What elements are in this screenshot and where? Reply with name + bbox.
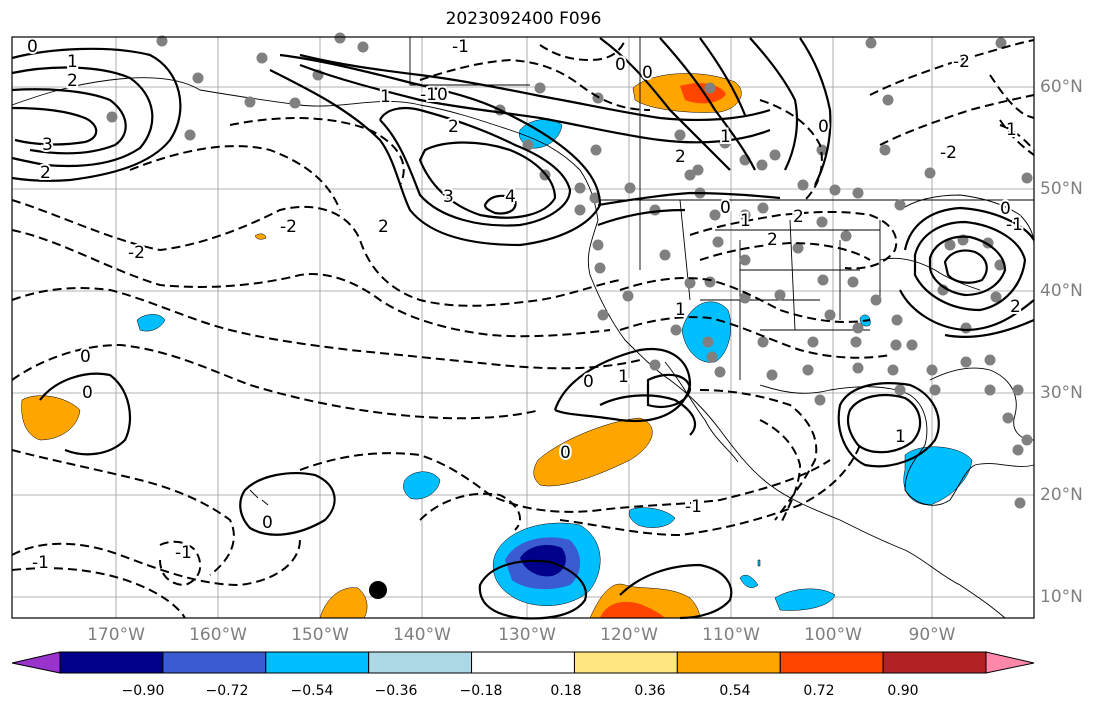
lat-label: 40°N [1040,281,1083,301]
colorbar-label: −0.72 [205,683,249,699]
colorbar-label: −0.90 [121,683,165,699]
colorbar-boxes [59,651,987,674]
contour-label: 4 [505,187,516,207]
contour-label: 0 [80,347,91,367]
colorbar-extend-high [985,651,1035,674]
contour-label: 0 [437,85,448,105]
colorbar-box [265,651,370,674]
map-panel: 0 1 2 3 2 -1 -1 0 1 0 0 2 3 4 2 1 -2 -2 … [11,32,1035,620]
colorbar-label: 0.54 [719,683,751,699]
contour-label: 1 [720,127,731,147]
colorbar-label: 0.90 [887,683,919,699]
colorbar [11,651,1035,674]
contour-label: 2 [40,163,51,183]
lon-label: 130°W [498,625,556,645]
colorbar-box [882,651,987,674]
contour-label: 0 [262,513,273,533]
lon-label: 120°W [600,625,658,645]
contour-label: 1 [1006,120,1017,140]
colorbar-box [471,651,575,674]
contour-label: 3 [42,135,53,155]
lat-label: 30°N [1040,383,1083,403]
lat-label: 10°N [1040,587,1083,607]
coastlines [11,37,1035,619]
colorbar-label: −0.18 [459,683,503,699]
contour-label: 2 [67,71,78,91]
lat-label: 20°N [1040,485,1083,505]
contour-label: 0 [642,63,653,83]
contour-label: -1 [1006,215,1023,235]
colorbar-label: −0.36 [374,683,418,699]
lon-label: 170°W [87,625,145,645]
lon-label: 160°W [189,625,247,645]
contour-label: -2 [940,143,957,163]
contour-label: 2 [675,147,686,167]
contour-label: -1 [175,543,192,563]
lon-label: 110°W [702,625,760,645]
lat-label: 50°N [1040,179,1083,199]
contour-label: 1 [895,427,906,447]
colorbar-label: 0.36 [634,683,666,699]
contour-labels: 0 1 2 3 2 -1 -1 0 1 0 0 2 3 4 2 1 -2 -2 … [25,35,1025,575]
contour-label: 0 [82,383,93,403]
contour-label: 2 [1010,297,1021,317]
colorbar-box [573,651,678,674]
colorbar-label: −0.54 [290,683,334,699]
contour-label: 3 [443,187,454,207]
contour-label: -1 [420,85,437,105]
colorbar-box [368,651,473,674]
contour-label: -2 [280,217,297,237]
contour-label: 2 [448,117,459,137]
contour-label: -1 [452,37,469,57]
colorbar-label: 0.72 [803,683,835,699]
contour-label: 0 [615,55,626,75]
station-dots [106,32,1033,509]
contour-label: -1 [685,497,702,517]
contour-label: 0 [1000,199,1011,219]
dashed-contours [11,39,1035,619]
colorbar-box [676,651,781,674]
contour-label: 2 [793,207,804,227]
contour-label: -2 [953,52,970,72]
chart-title: 2023092400 F096 [445,9,602,29]
contour-label: 1 [618,367,629,387]
lon-label: 100°W [804,625,862,645]
contour-label: 1 [380,87,391,107]
contour-label: 1 [740,211,751,231]
lon-label: 150°W [291,625,349,645]
contour-label: 1 [67,52,78,72]
colorbar-box [59,651,164,674]
lat-label: 60°N [1040,77,1083,97]
contour-label: 2 [767,230,778,250]
contour-label: 0 [583,372,594,392]
contour-label: 2 [378,217,389,237]
storm-marker [369,581,387,599]
contour-label: 0 [560,443,571,463]
lon-label: 140°W [393,625,451,645]
contour-label: -1 [32,553,49,573]
colorbar-box [162,651,267,674]
contour-label: 0 [818,117,829,137]
contour-label: -2 [128,243,145,263]
colorbar-label: 0.18 [550,683,582,699]
colorbar-box [779,651,884,674]
contour-label: 0 [720,198,731,218]
lon-label: 90°W [908,625,956,645]
contour-label: 0 [27,37,38,57]
solid-contours [11,37,1035,620]
colorbar-extend-low [11,651,61,674]
contour-label: 1 [675,300,686,320]
